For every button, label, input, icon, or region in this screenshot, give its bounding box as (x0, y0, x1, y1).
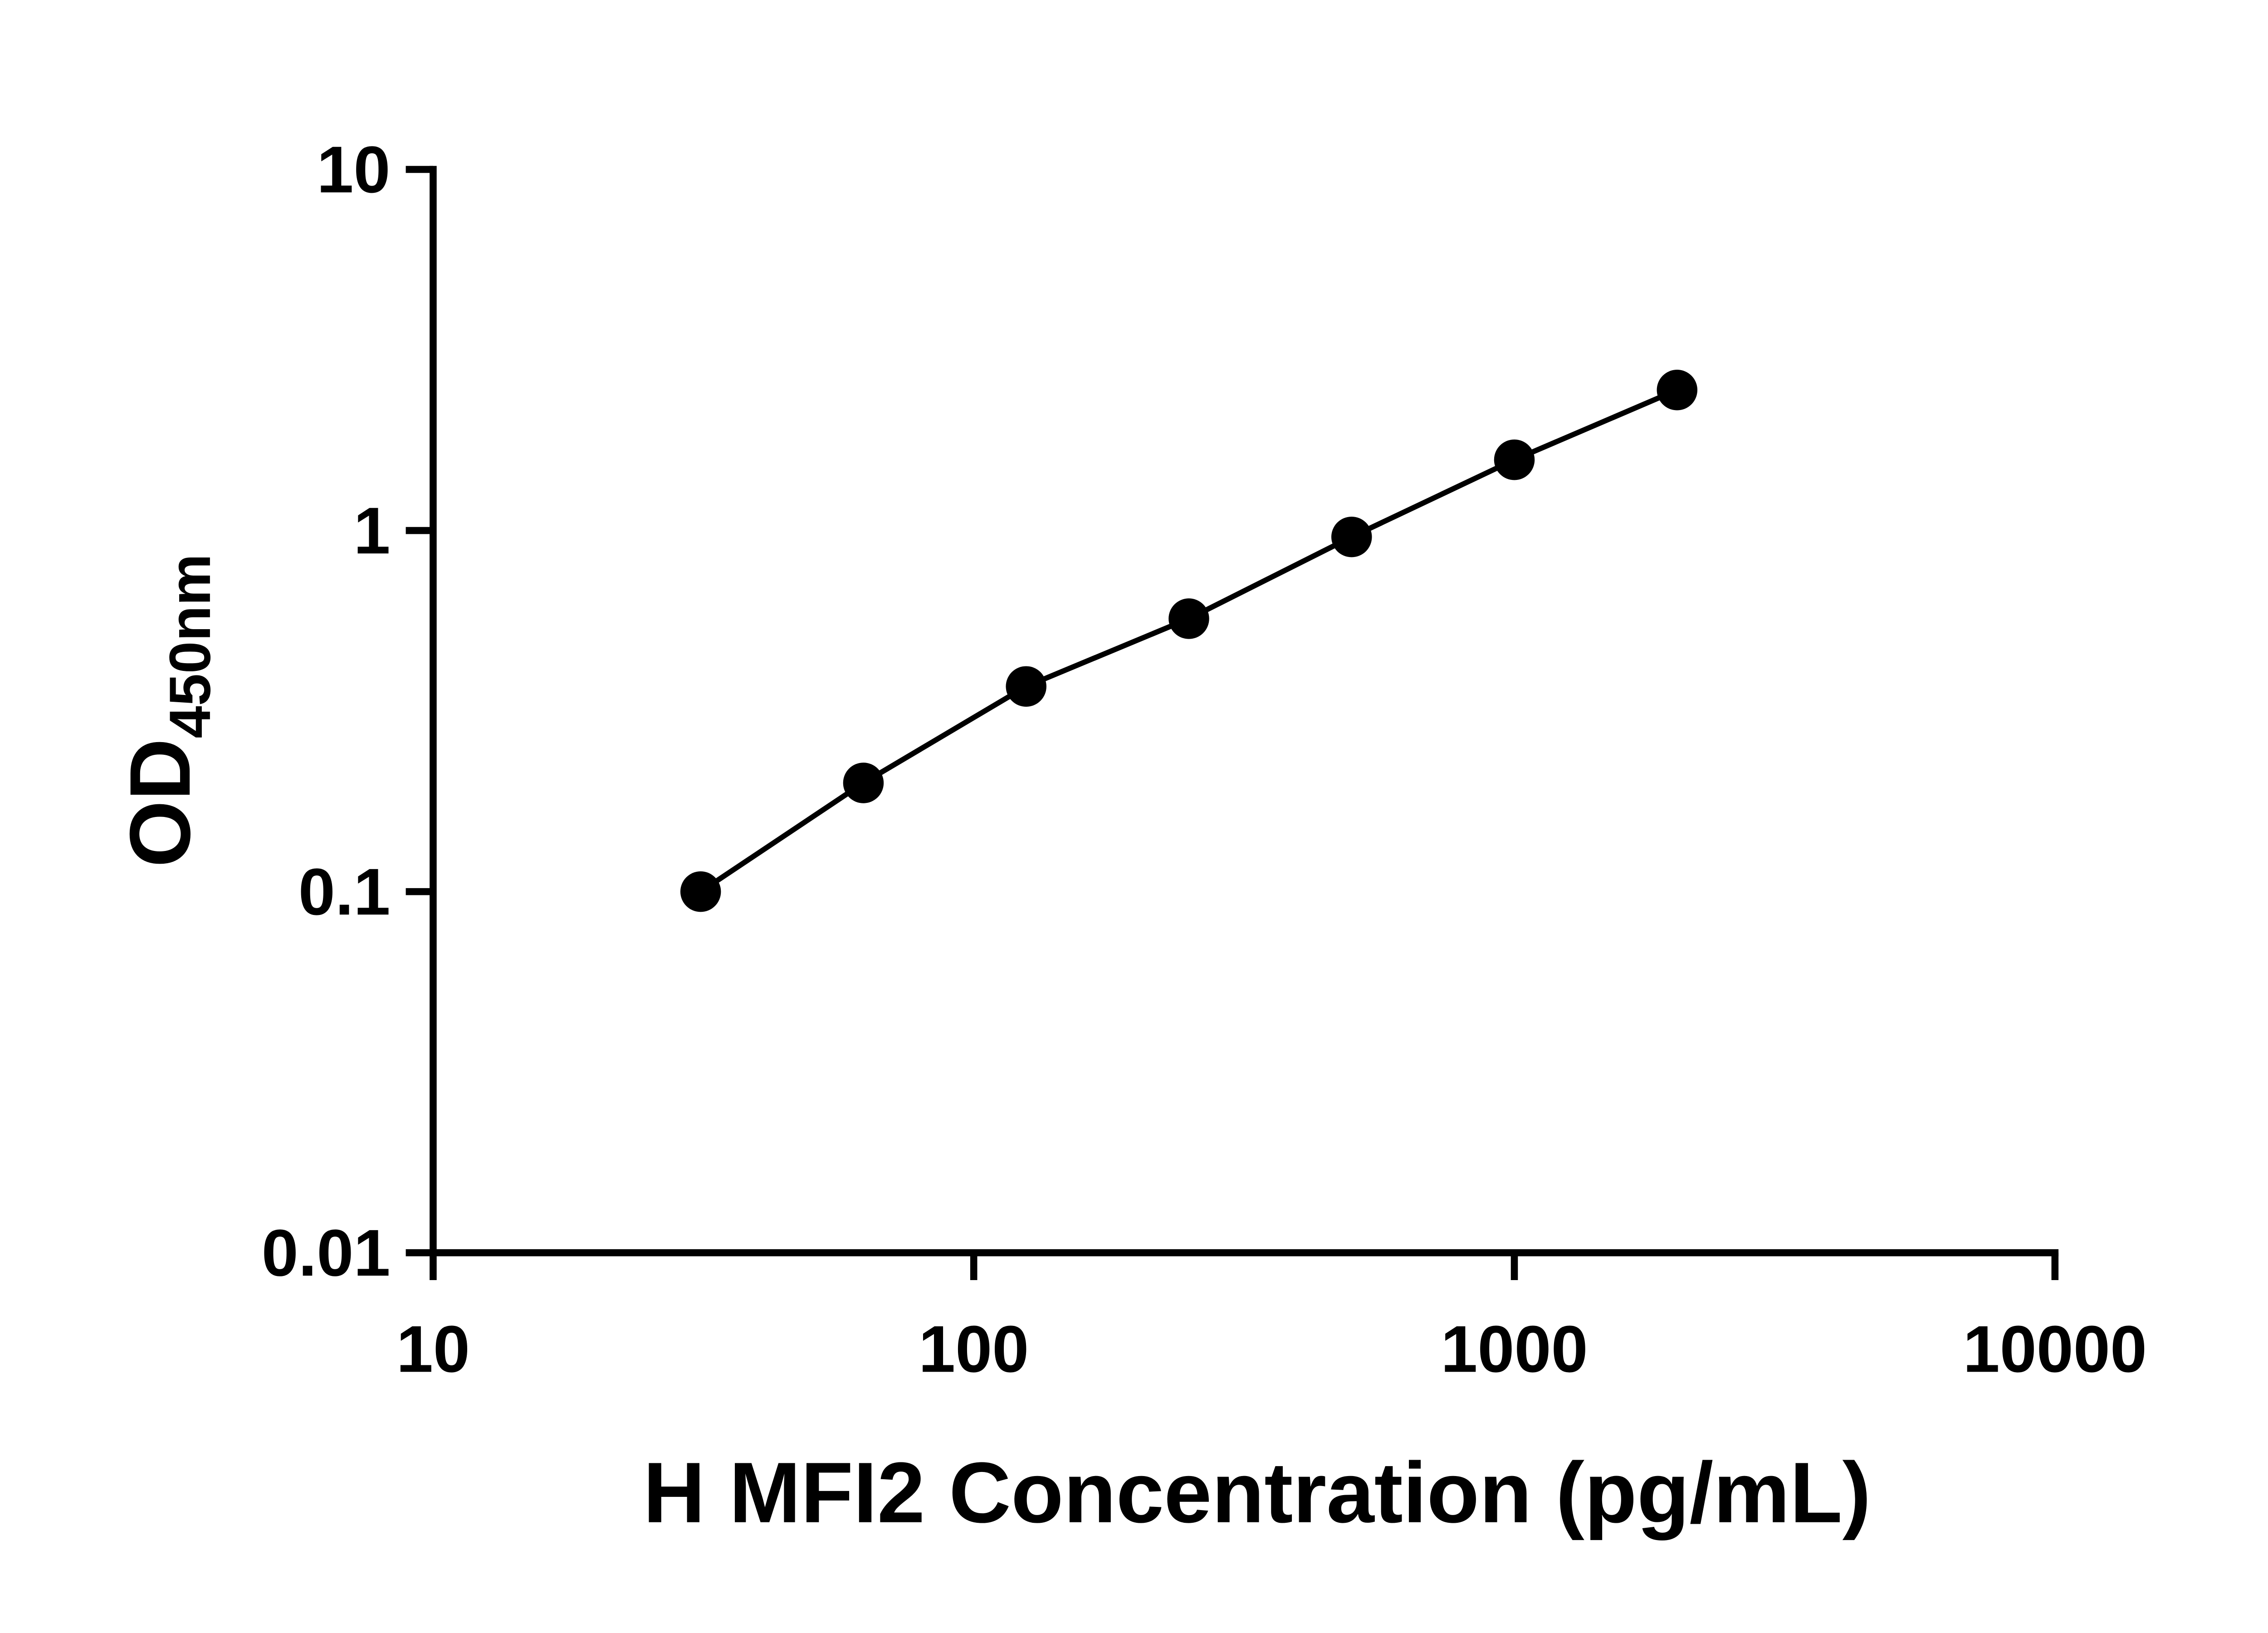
y-tick-label: 0.1 (298, 855, 391, 929)
x-tick-label: 1000 (1441, 1312, 1588, 1386)
y-axis-title-main: OD (112, 738, 208, 867)
data-point (1331, 516, 1372, 557)
y-tick-label: 10 (317, 132, 390, 206)
data-point (1168, 598, 1209, 639)
y-axis-title: OD450nm (112, 554, 223, 867)
x-tick-label: 10 (396, 1312, 470, 1386)
y-tick-label: 0.01 (262, 1216, 391, 1290)
data-point (1657, 370, 1698, 411)
y-tick-label: 1 (353, 494, 390, 567)
x-tick-label: 100 (919, 1312, 1029, 1386)
data-point (1494, 439, 1535, 480)
x-tick-label: 10000 (1963, 1312, 2147, 1386)
data-point (843, 763, 884, 803)
y-axis-title-subscript: 450nm (158, 554, 223, 738)
data-point (1006, 666, 1046, 707)
plot-layer: 10 100 1000 10000 0.01 0.1 1 10 (262, 132, 2147, 1386)
data-point (680, 871, 721, 912)
x-axis-title: H MFI2 Concentration (pg/mL) (643, 1445, 1871, 1541)
